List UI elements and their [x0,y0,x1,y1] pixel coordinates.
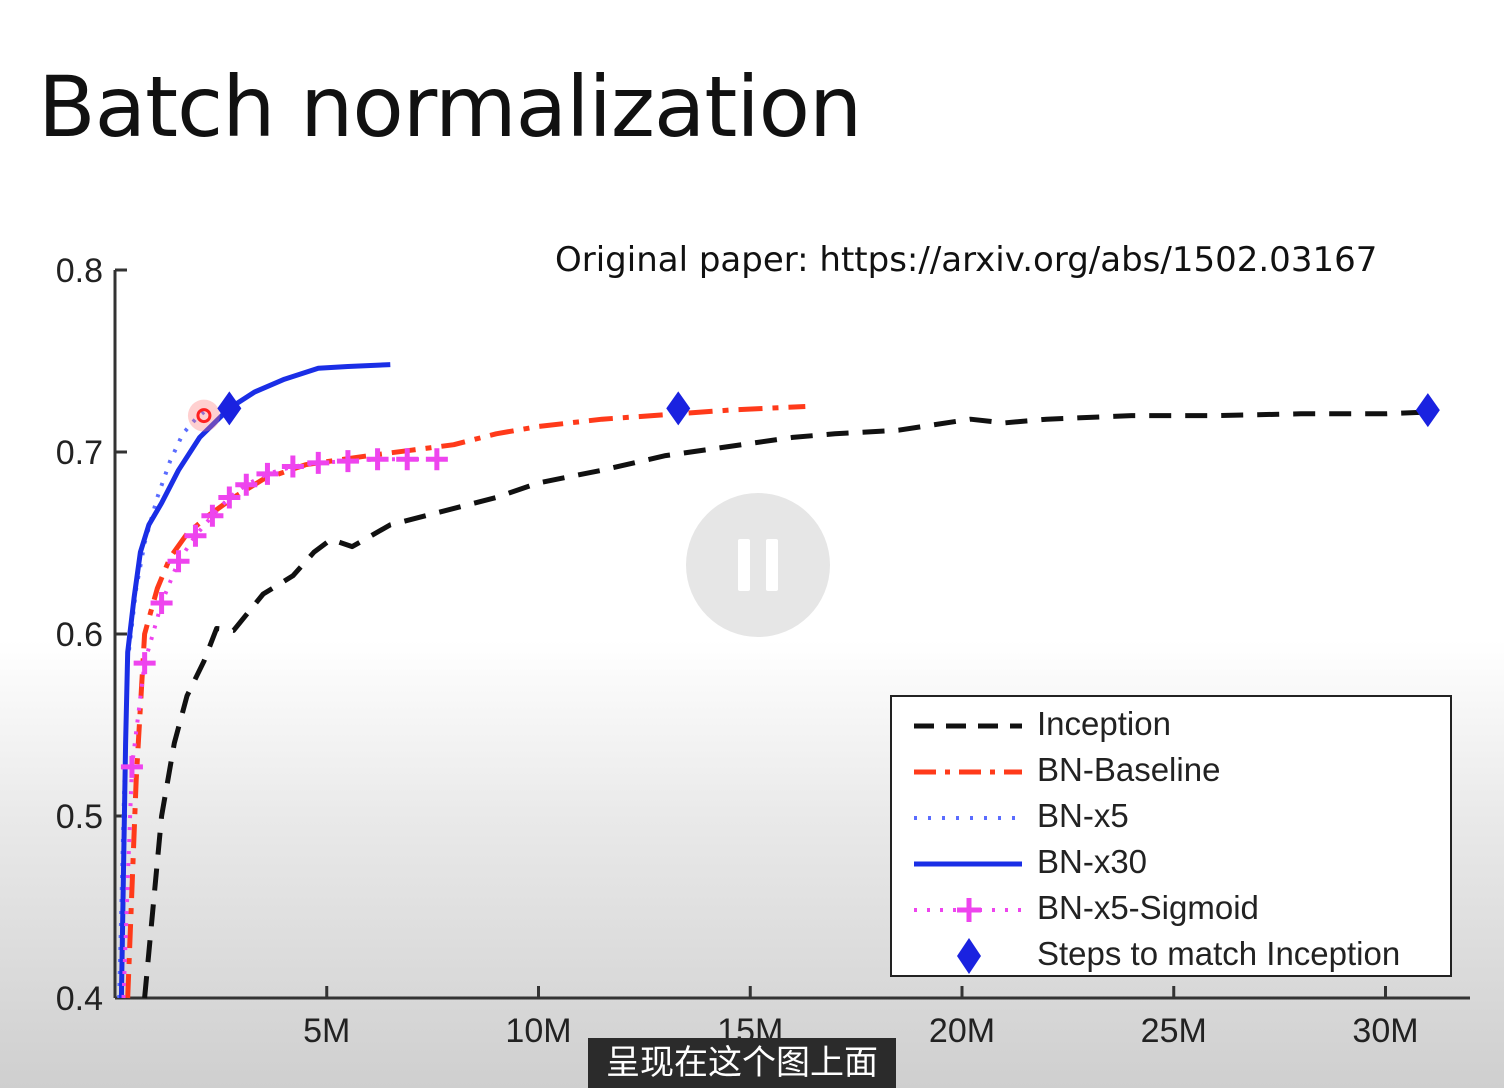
match-diamond-marker [217,391,242,426]
slide-title: Batch normalization [38,58,862,156]
data-point-plus [201,504,224,527]
chart-markers [187,391,1440,432]
legend-label: BN-x30 [1037,843,1148,880]
y-tick-label: 0.8 [56,252,103,290]
legend-item-bn-baseline: BN-Baseline [892,747,1452,793]
legend-label: Inception [1037,705,1171,742]
data-point-plus [281,455,304,478]
legend-swatch-bn-x5 [914,816,1022,820]
chart-legend: Inception BN-Baseline BN-x5 BN-x30 BN-x5… [890,695,1452,977]
legend-swatch-diamond [957,938,981,974]
data-point-plus [167,550,190,573]
y-tick-label: 0.5 [56,798,103,836]
source-note: Original paper: https://arxiv.org/abs/15… [555,240,1378,280]
legend-swatch-bn-x30 [914,861,1022,867]
chart-series [117,362,1429,999]
data-point-plus [396,448,419,471]
y-tick-label: 0.6 [56,616,103,654]
legend-item-bn-x30: BN-x30 [892,839,1452,885]
data-point-plus [256,462,279,485]
legend-label: Steps to match Inception [1037,935,1401,972]
x-tick-label: 10M [505,1012,571,1050]
data-point-plus [336,450,359,473]
legend-label: BN-Baseline [1037,751,1221,788]
data-point-plus [150,592,173,615]
pause-icon-bar [766,539,778,591]
video-subtitle: 呈现在这个图上面 [588,1038,896,1088]
legend-item-steps-to-match: Steps to match Inception [892,931,1452,977]
data-point-plus [120,755,143,778]
match-diamond-marker [666,391,691,426]
legend-item-bn-x5: BN-x5 [892,793,1452,839]
data-point-plus [425,448,448,471]
match-diamond-marker [1415,393,1440,428]
y-tick-label: 0.4 [56,980,103,1018]
x-tick-label: 20M [929,1012,995,1050]
data-point-plus [366,448,389,471]
legend-swatch-inception [914,723,1022,729]
legend-swatch-bn-baseline [914,769,1022,775]
series-line-bn-x30 [118,362,391,999]
series-line-bn-x5-sigmoid [121,457,437,999]
pause-button[interactable] [686,493,830,637]
legend-label: BN-x5 [1037,797,1129,834]
highlight-point [196,408,212,424]
data-point-plus [133,652,156,675]
legend-swatch-bn-x5-sigmoid [914,898,1022,922]
pause-icon [738,539,750,591]
x-tick-label: 5M [303,1012,350,1050]
data-point-plus [307,451,330,474]
y-tick-label: 0.7 [56,434,103,472]
data-point-plus [235,473,258,496]
x-tick-label: 25M [1141,1012,1207,1050]
legend-label: BN-x5-Sigmoid [1037,889,1259,926]
series-line-bn-baseline [125,404,806,999]
series-line-inception [142,409,1429,999]
x-tick-label: 30M [1352,1012,1418,1050]
data-point-plus [184,524,207,547]
legend-item-bn-x5-sigmoid: BN-x5-Sigmoid [892,885,1452,931]
data-point-plus [218,486,241,509]
highlight-glow [187,399,220,432]
legend-item-inception: Inception [892,701,1452,747]
